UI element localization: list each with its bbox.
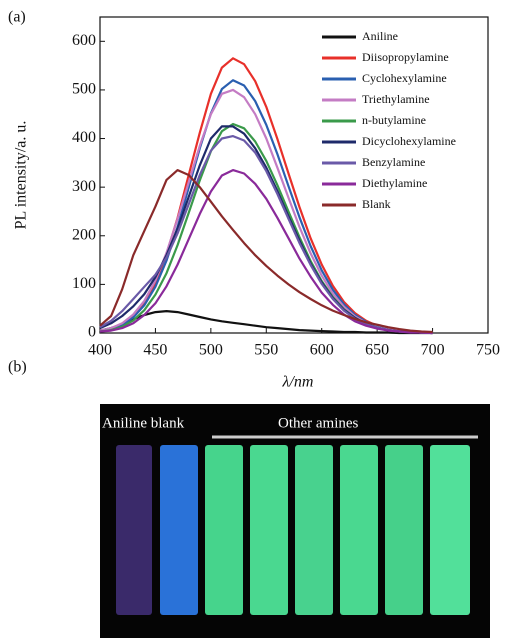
- series-line: [99, 169, 433, 334]
- legend-label: Cyclohexylamine: [362, 71, 447, 85]
- x-tick-label: 500: [199, 342, 223, 359]
- photo-label: Other amines: [278, 415, 359, 431]
- plot-frame: [99, 16, 489, 334]
- legend-label: Diisopropylamine: [362, 50, 449, 64]
- x-tick-label: 750: [476, 342, 500, 359]
- cuvette: [430, 445, 470, 615]
- x-tick-label: 550: [254, 342, 278, 359]
- photo-label: Aniline blank: [102, 415, 185, 431]
- cuvette: [160, 445, 198, 615]
- cuvette: [250, 445, 288, 615]
- panel-label: (a): [8, 9, 26, 26]
- series-line: [99, 169, 433, 335]
- cuvette: [116, 445, 152, 615]
- y-tick-label: 600: [72, 32, 96, 49]
- x-tick-label: 400: [88, 342, 112, 359]
- legend-label: n-butylamine: [362, 113, 426, 127]
- x-axis-label: λ/nm: [282, 374, 314, 391]
- y-tick-label: 500: [72, 81, 96, 98]
- y-axis-label: PL intensity/a. u.: [13, 121, 30, 230]
- legend-label: Blank: [362, 197, 391, 211]
- x-tick-label: 600: [310, 342, 334, 359]
- y-tick-label: 0: [88, 324, 96, 341]
- cuvette: [340, 445, 378, 615]
- x-tick-label: 700: [421, 342, 445, 359]
- y-tick-label: 300: [72, 178, 96, 195]
- y-tick-label: 100: [72, 275, 96, 292]
- y-tick-label: 200: [72, 226, 96, 243]
- cuvette: [385, 445, 423, 615]
- legend-label: Aniline: [362, 29, 398, 43]
- legend-label: Dicyclohexylamine: [362, 134, 456, 148]
- y-tick-label: 400: [72, 129, 96, 146]
- photo: Aniline blank Other amines: [100, 404, 490, 638]
- legend-label: Benzylamine: [362, 155, 425, 169]
- plot: 0 100 200 300 400 500 600 400 450 500 550 600 650 700…: [72, 29, 500, 359]
- cuvette: [205, 445, 243, 615]
- series-line: [99, 310, 433, 335]
- cuvette: [295, 445, 333, 615]
- panel-label: (b): [8, 359, 27, 376]
- x-tick-label: 650: [365, 342, 389, 359]
- legend-label: Diethylamine: [362, 176, 427, 190]
- legend-label: Triethylamine: [362, 92, 430, 106]
- x-tick-label: 450: [143, 342, 167, 359]
